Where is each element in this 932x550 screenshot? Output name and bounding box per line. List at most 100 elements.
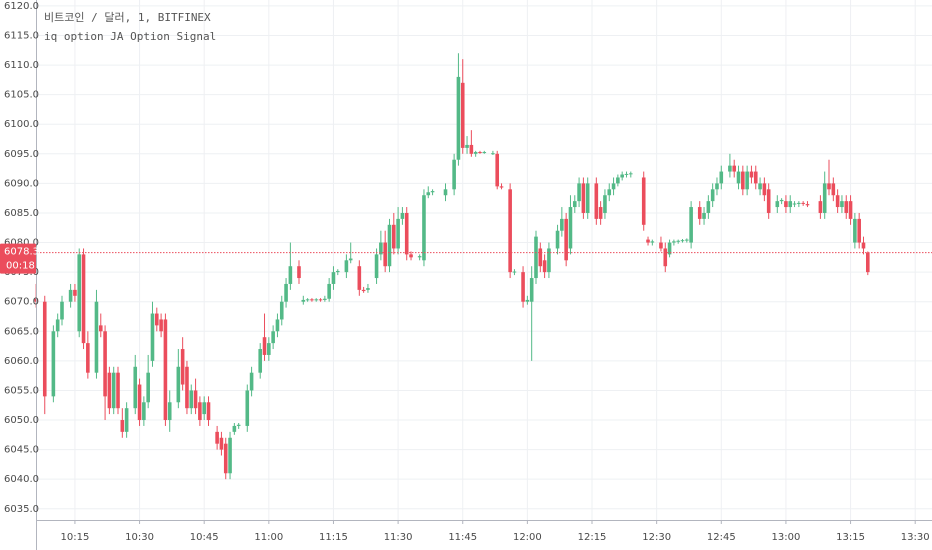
- candle-body: [728, 165, 732, 172]
- candle-body: [180, 349, 185, 385]
- chart-title: 비트코인 / 달러, 1, BITFINEX: [44, 11, 211, 24]
- candle-body: [223, 443, 228, 474]
- y-tick-label: 6100.0: [4, 119, 39, 130]
- candle-body: [840, 201, 844, 208]
- candle-body: [594, 183, 599, 219]
- candle-body: [81, 254, 86, 344]
- candle-body: [258, 349, 263, 373]
- candle-body: [706, 201, 711, 213]
- x-tick-label: 10:30: [125, 532, 154, 543]
- x-tick-label: 10:15: [61, 532, 90, 543]
- candle-body: [797, 202, 801, 204]
- candle-body: [111, 372, 116, 409]
- candle-body: [831, 183, 836, 196]
- y-tick-label: 6120.0: [4, 1, 39, 12]
- candle-body: [94, 301, 99, 373]
- candle-body: [55, 319, 60, 332]
- y-tick-label: 6115.0: [4, 30, 39, 41]
- candle-body: [73, 289, 77, 296]
- last-price-label: 6078.3: [4, 247, 39, 258]
- last-price-box: [0, 243, 36, 274]
- candle-body: [762, 183, 767, 196]
- candle-body: [409, 254, 413, 258]
- grid: [37, 0, 932, 520]
- y-tick-label: 6055.0: [4, 385, 39, 396]
- candle-body: [680, 240, 685, 242]
- y-tick-label: 6040.0: [4, 474, 39, 485]
- candle-body: [663, 248, 668, 267]
- x-tick-label: 11:45: [448, 532, 477, 543]
- candle-body: [103, 331, 107, 397]
- candle-body: [86, 343, 90, 373]
- candle-body: [534, 236, 538, 279]
- candle-body: [379, 242, 383, 255]
- candle-body: [202, 402, 206, 415]
- y-tick-label: 6045.0: [4, 445, 39, 456]
- candle-body: [650, 241, 655, 243]
- candle-body: [628, 173, 633, 175]
- candle-body: [275, 319, 280, 332]
- candle-body: [611, 183, 616, 190]
- candle-body: [288, 266, 293, 284]
- candle-body: [176, 366, 181, 403]
- candle-body: [607, 189, 612, 196]
- candle-body: [861, 242, 866, 249]
- candle-body: [116, 372, 120, 409]
- candle-body: [512, 271, 517, 273]
- candle-body: [753, 171, 758, 184]
- candle-body: [555, 230, 560, 249]
- candle-body: [284, 283, 288, 302]
- candle-body: [301, 299, 306, 302]
- indicator-name: iq option JA Option Signal: [44, 30, 216, 43]
- candle-body: [305, 299, 310, 301]
- candle-body: [77, 254, 82, 332]
- plot: [34, 53, 932, 480]
- candle-body: [702, 212, 706, 219]
- y-tick-label: 6035.0: [4, 504, 39, 515]
- candle-body: [784, 201, 788, 208]
- candle-body: [327, 283, 331, 299]
- candle-body: [430, 191, 435, 193]
- y-tick-label: 6110.0: [4, 60, 39, 71]
- candle-body: [491, 153, 495, 155]
- candle-body: [159, 319, 163, 332]
- x-tick-label: 11:30: [384, 532, 413, 543]
- candle-body: [844, 201, 849, 213]
- candle-body: [525, 299, 530, 302]
- candle-body: [232, 425, 237, 432]
- candle-body: [779, 199, 784, 202]
- y-tick-label: 6080.0: [4, 238, 39, 249]
- candle-body: [452, 159, 456, 190]
- candle-body: [137, 384, 142, 421]
- candle-body: [719, 171, 724, 184]
- candle-body: [835, 195, 840, 208]
- candle-body: [641, 177, 646, 225]
- candle-body: [271, 331, 275, 344]
- candle-body: [189, 390, 194, 409]
- candle-body: [422, 195, 426, 261]
- candle-body: [801, 202, 805, 204]
- x-tick-label: 13:00: [772, 532, 801, 543]
- x-tick-label: 10:45: [190, 532, 219, 543]
- candle-body: [818, 201, 823, 213]
- candle-body: [659, 242, 663, 249]
- y-tick-label: 6090.0: [4, 178, 39, 189]
- candle-body: [279, 301, 284, 320]
- candle-body: [822, 183, 827, 213]
- candle-body: [603, 195, 607, 213]
- y-tick-label: 6050.0: [4, 415, 39, 426]
- candle-body: [146, 372, 150, 403]
- candle-body: [361, 289, 366, 292]
- candle-body: [193, 390, 198, 409]
- candle-body: [426, 192, 431, 196]
- candle-body: [568, 207, 573, 249]
- candle-body: [521, 272, 525, 302]
- candle-body: [314, 299, 319, 301]
- candle-body: [383, 242, 387, 267]
- candle-body: [465, 144, 469, 148]
- x-tick-label: 12:15: [578, 532, 607, 543]
- candle-body: [267, 343, 271, 355]
- candle-body: [689, 207, 693, 243]
